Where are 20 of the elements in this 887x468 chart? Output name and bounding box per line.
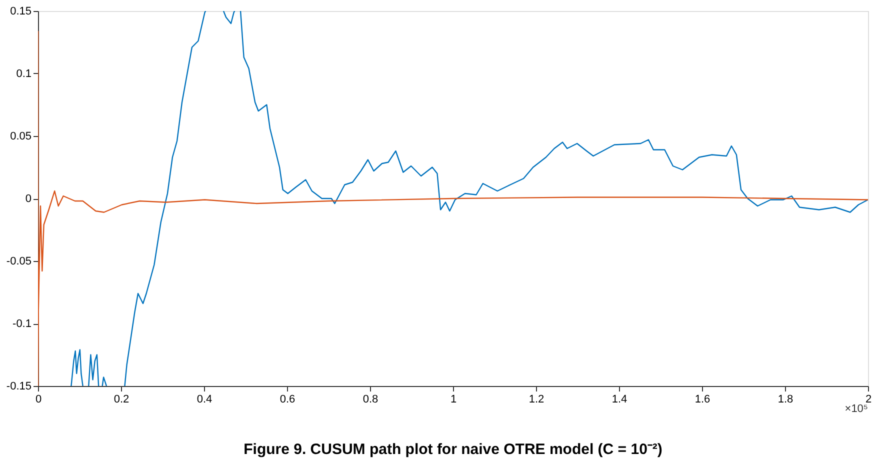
x-tick-label: 1 <box>450 394 457 406</box>
y-tick-label: -0.1 <box>12 318 32 330</box>
x-tick-label: 1.2 <box>528 394 544 406</box>
x-tick-label: 0 <box>35 394 42 406</box>
y-tick-label: -0.15 <box>6 380 32 392</box>
y-tick-label: 0.05 <box>10 130 32 142</box>
y-tick-label: 0 <box>25 193 32 205</box>
x-tick-label: 0.4 <box>196 394 212 406</box>
x-tick-label: 1.8 <box>778 394 794 406</box>
y-tick-label: 0.15 <box>10 6 32 18</box>
text: Figure 9. CUSUM path plot for naive OTRE model (C = 10⁻²) <box>244 441 662 458</box>
y-tick-label: -0.05 <box>6 256 32 268</box>
y-tick-label: 0.1 <box>16 68 32 80</box>
x-tick-label: 1.6 <box>694 394 710 406</box>
x-tick-label: 0.8 <box>362 394 378 406</box>
text: ×10⁵ <box>844 403 868 415</box>
x-tick-label: 0.2 <box>114 394 130 406</box>
x-tick-label: 0.6 <box>280 394 296 406</box>
x-tick-label: 2 <box>865 394 872 406</box>
x-tick-label: 1.4 <box>612 394 628 406</box>
